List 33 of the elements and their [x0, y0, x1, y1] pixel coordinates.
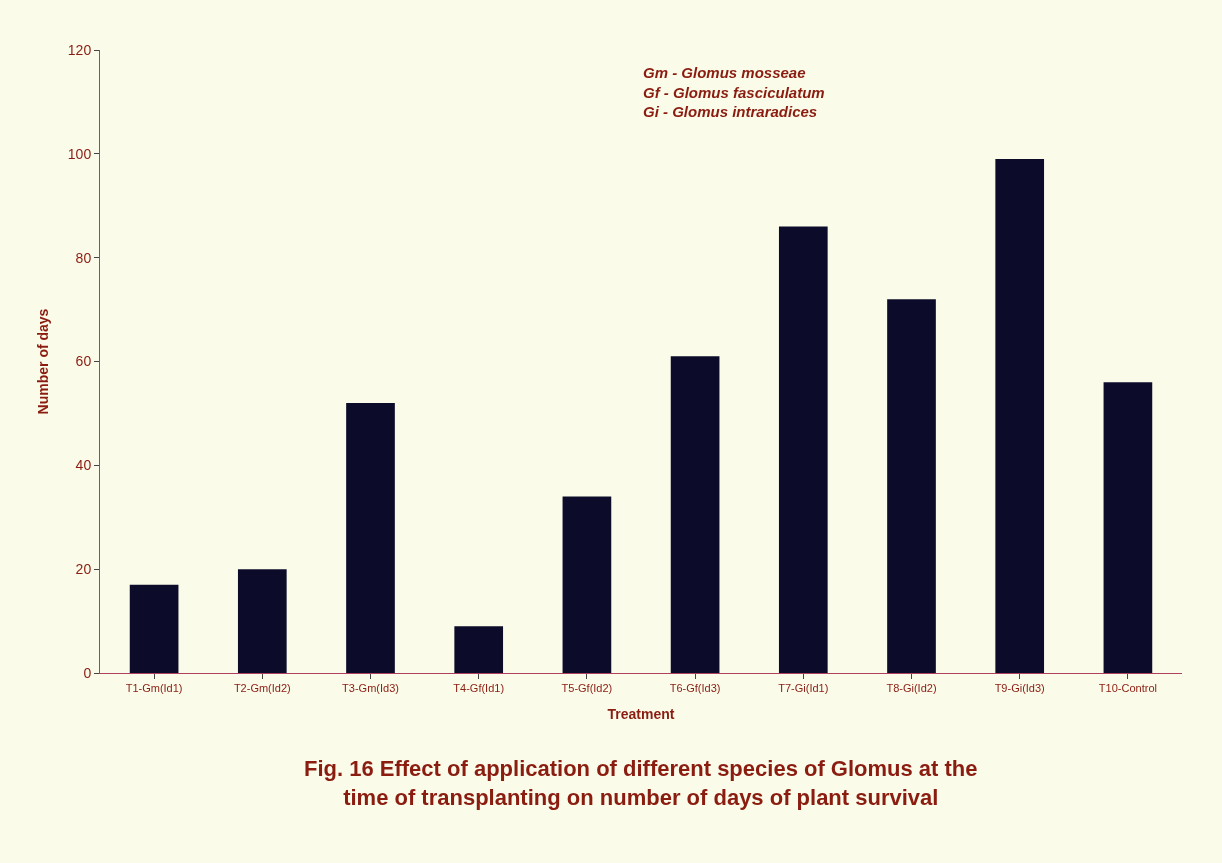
bar: [1103, 382, 1153, 673]
text: Fig. 16 Effect of application of different species of Glomus at the time of transplanting on number of days of plant survival: [304, 756, 978, 810]
y-tick-label: 40: [75, 457, 92, 474]
y-tick-label: 60: [75, 353, 92, 370]
x-tick-label: T4-Gf(Id1): [453, 682, 505, 695]
y-tick-label: 80: [75, 249, 92, 266]
x-tick-label: T2-Gm(Id2): [233, 682, 291, 695]
x-tick-label: T8-Gi(Id2): [886, 682, 937, 695]
annotation: Gm - Glomus mosseae: [643, 64, 806, 81]
x-tick-label: T7-Gi(Id1): [778, 682, 829, 695]
bar: [670, 356, 720, 673]
bar: [129, 584, 179, 673]
bar: [237, 569, 287, 673]
bar: [562, 496, 612, 673]
annotation: Gi - Glomus intraradices: [643, 103, 818, 120]
y-axis-title: Number of days: [35, 308, 52, 415]
x-tick-label: T1-Gm(Id1): [125, 682, 183, 695]
x-tick-label: T6-Gf(Id3): [669, 682, 721, 695]
x-tick-label: T10-Control: [1098, 682, 1157, 695]
x-tick-label: T3-Gm(Id3): [342, 682, 399, 695]
bar: [454, 626, 504, 673]
y-tick-label: 0: [83, 664, 92, 681]
x-tick-label: T9-Gi(Id3): [994, 682, 1045, 695]
bar: [887, 299, 936, 673]
annotation: Gf - Glomus fasciculatum: [643, 83, 825, 101]
y-tick-label: 20: [75, 561, 92, 578]
bar: [778, 226, 828, 673]
y-tick-label: 120: [67, 41, 92, 58]
bar: [995, 159, 1045, 673]
y-tick-label: 100: [67, 145, 92, 162]
bar: [346, 403, 395, 673]
x-tick-label: T5-Gf(Id2): [561, 682, 613, 695]
x-axis-title: Treatment: [607, 705, 675, 722]
